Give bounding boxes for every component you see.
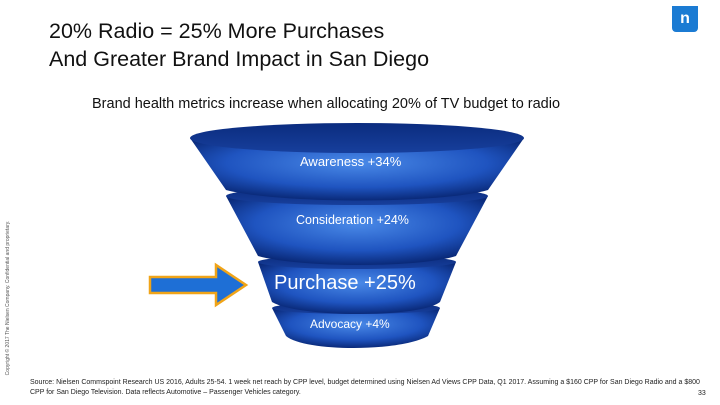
slide-subtitle: Brand health metrics increase when alloc…	[92, 96, 561, 112]
funnel-level-purchase	[258, 262, 456, 314]
nielsen-logo: n	[672, 6, 698, 32]
right-arrow-icon	[148, 262, 249, 308]
page-number: 33	[698, 390, 706, 397]
title-line-2: And Greater Brand Impact in San Diego	[49, 47, 430, 71]
funnel-label-purchase: Purchase +25%	[274, 272, 416, 294]
source-footnote: Source: Nielsen Commspoint Research US 2…	[30, 379, 700, 396]
funnel-label-awareness: Awareness +34%	[300, 154, 402, 169]
funnel-level-consideration	[226, 196, 488, 265]
slide-title: 20% Radio = 25% More Purchases And Great…	[49, 17, 429, 73]
title-line-1: 20% Radio = 25% More Purchases	[49, 19, 385, 43]
funnel-level-advocacy	[272, 308, 440, 348]
funnel-label-advocacy: Advocacy +4%	[310, 317, 390, 331]
funnel-level-awareness	[190, 138, 524, 201]
funnel-level-awareness-top	[190, 123, 524, 153]
funnel-label-consideration: Consideration +24%	[296, 213, 409, 227]
